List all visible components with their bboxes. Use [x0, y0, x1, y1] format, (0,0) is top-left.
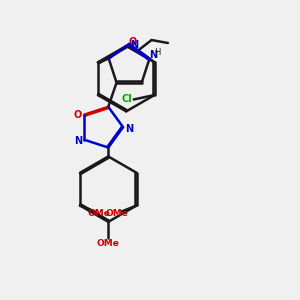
Text: OMe: OMe	[97, 238, 120, 247]
Text: N: N	[74, 136, 82, 146]
Text: O: O	[74, 110, 82, 120]
Text: OMe: OMe	[106, 209, 129, 218]
Text: H: H	[154, 48, 161, 57]
Text: N: N	[126, 124, 134, 134]
Text: O: O	[128, 38, 137, 47]
Text: Cl: Cl	[122, 94, 132, 104]
Text: OMe: OMe	[88, 209, 111, 218]
Text: N: N	[149, 50, 157, 60]
Text: N: N	[130, 40, 139, 50]
